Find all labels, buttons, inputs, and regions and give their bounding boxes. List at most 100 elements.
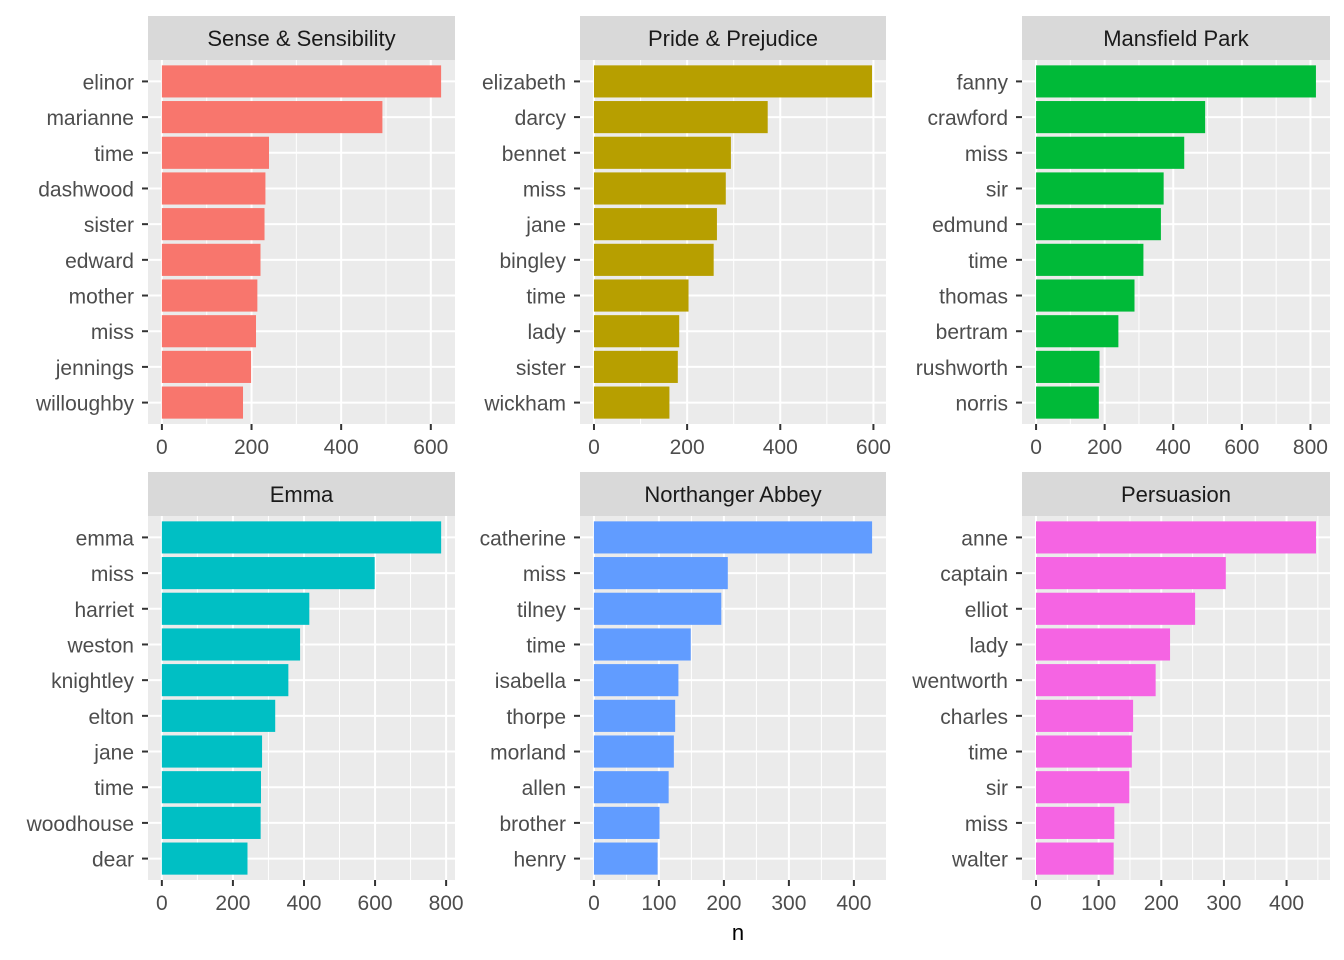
y-tick-label: rushworth: [916, 357, 1008, 380]
y-tick-label: elizabeth: [482, 71, 566, 94]
x-tick-label: 600: [413, 436, 448, 459]
x-tick-label: 0: [1030, 436, 1042, 459]
y-tick-label: wickham: [483, 393, 566, 416]
facet-title: Pride & Prejudice: [648, 26, 818, 51]
y-tick-label: miss: [965, 143, 1008, 166]
y-tick-label: brother: [499, 813, 566, 836]
y-tick-label: time: [526, 286, 566, 309]
bar-marianne: [161, 101, 383, 134]
bar-edward: [161, 243, 261, 276]
bar-elliot: [1036, 592, 1196, 625]
y-tick-label: lady: [527, 321, 566, 344]
bar-morland: [593, 735, 674, 768]
x-tick-label: 100: [641, 892, 676, 915]
x-tick-label: 0: [156, 436, 168, 459]
bar-miss: [1036, 136, 1185, 169]
bar-fanny: [1036, 65, 1316, 98]
bar-henry: [593, 842, 658, 875]
y-tick-label: sir: [986, 178, 1008, 201]
bar-tilney: [593, 592, 722, 625]
y-tick-label: elton: [88, 706, 134, 729]
bar-wentworth: [1036, 664, 1156, 697]
y-tick-label: captain: [940, 563, 1008, 586]
bar-time: [1036, 735, 1132, 768]
y-tick-label: marianne: [46, 107, 134, 130]
x-tick-label: 0: [1030, 892, 1042, 915]
y-tick-label: time: [526, 634, 566, 657]
y-tick-label: elliot: [965, 599, 1008, 622]
bar-jane: [161, 735, 263, 768]
y-tick-label: norris: [955, 393, 1008, 416]
facet-strip: [148, 472, 455, 516]
bar-crawford: [1036, 101, 1206, 134]
y-tick-label: henry: [513, 849, 566, 872]
y-tick-label: dear: [92, 849, 134, 872]
bar-lady: [593, 315, 680, 348]
facet-panel: Mansfield Park fanny crawford miss sir edmund…: [916, 16, 1330, 459]
y-tick-label: catherine: [480, 527, 566, 550]
bar-lady: [1036, 628, 1171, 661]
bar-captain: [1036, 557, 1226, 590]
bar-wickham: [593, 386, 670, 419]
x-tick-label: 600: [856, 436, 891, 459]
bar-norris: [1036, 386, 1099, 419]
bar-jane: [593, 208, 717, 241]
x-tick-label: 100: [1081, 892, 1116, 915]
x-tick-label: 200: [1087, 436, 1122, 459]
y-tick-label: time: [94, 777, 134, 800]
y-tick-label: edward: [65, 250, 134, 273]
facet-panel: Northanger Abbey catherine miss tilney time i…: [480, 472, 886, 915]
y-tick-label: charles: [940, 706, 1008, 729]
y-tick-label: miss: [523, 178, 566, 201]
bar-walter: [1036, 842, 1114, 875]
x-tick-label: 400: [763, 436, 798, 459]
y-tick-label: elinor: [83, 71, 134, 94]
bar-weston: [161, 628, 301, 661]
x-tick-label: 0: [156, 892, 168, 915]
x-tick-label: 0: [588, 892, 600, 915]
facet-strip: [1022, 16, 1330, 60]
bar-miss: [593, 172, 726, 205]
y-tick-label: edmund: [932, 214, 1008, 237]
bar-miss: [593, 557, 728, 590]
y-tick-label: bertram: [936, 321, 1008, 344]
bar-time: [161, 771, 261, 804]
x-tick-label: 800: [429, 892, 464, 915]
y-tick-label: sister: [84, 214, 134, 237]
bar-jennings: [161, 350, 252, 383]
bar-woodhouse: [161, 806, 261, 839]
y-tick-label: weston: [66, 634, 134, 657]
x-tick-label: 800: [1293, 436, 1328, 459]
x-tick-label: 600: [1224, 436, 1259, 459]
bar-time: [593, 279, 689, 312]
y-tick-label: miss: [91, 321, 134, 344]
bar-sister: [161, 208, 265, 241]
y-tick-label: time: [968, 742, 1008, 765]
y-tick-label: fanny: [957, 71, 1009, 94]
bar-elton: [161, 699, 276, 732]
bar-elizabeth: [593, 65, 873, 98]
facet-panel: Pride & Prejudice elizabeth darcy bennet mis…: [482, 16, 891, 459]
bar-catherine: [593, 521, 873, 554]
facet-title: Sense & Sensibility: [207, 26, 395, 51]
facet-strip: [580, 16, 886, 60]
bar-dear: [161, 842, 248, 875]
bar-elinor: [161, 65, 442, 98]
x-tick-label: 400: [286, 892, 321, 915]
bar-thorpe: [593, 699, 676, 732]
y-tick-label: crawford: [927, 107, 1008, 130]
bar-miss: [1036, 806, 1115, 839]
y-tick-label: sister: [516, 357, 566, 380]
y-tick-label: darcy: [515, 107, 567, 130]
bar-emma: [161, 521, 442, 554]
y-tick-label: woodhouse: [26, 813, 134, 836]
facet-panel: Emma emma miss harriet weston knightley elton j…: [26, 472, 464, 915]
facet-strip: [580, 472, 886, 516]
y-tick-label: anne: [961, 527, 1008, 550]
bar-isabella: [593, 664, 679, 697]
bar-knightley: [161, 664, 289, 697]
y-tick-label: jane: [93, 742, 134, 765]
y-tick-label: time: [94, 143, 134, 166]
x-axis-title: n: [732, 920, 744, 945]
